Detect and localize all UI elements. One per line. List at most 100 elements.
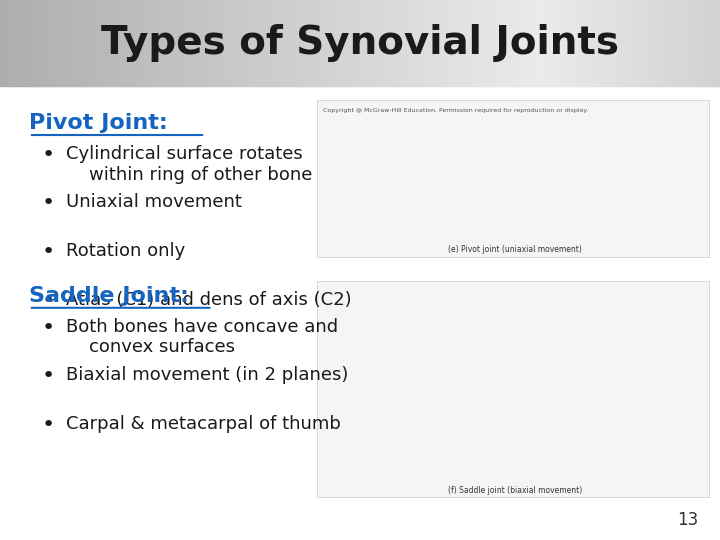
Bar — [576, 0, 581, 86]
Text: Carpal & metacarpal of thumb: Carpal & metacarpal of thumb — [66, 415, 341, 433]
Bar — [612, 0, 617, 86]
Bar — [212, 0, 217, 86]
Text: •: • — [42, 291, 55, 310]
Bar — [0, 0, 5, 86]
Bar — [450, 0, 455, 86]
Bar — [360, 0, 365, 86]
Bar — [306, 0, 311, 86]
Bar — [263, 0, 268, 86]
Bar — [43, 0, 48, 86]
Bar — [392, 0, 397, 86]
Bar — [400, 0, 405, 86]
Bar — [292, 0, 297, 86]
Bar — [432, 0, 437, 86]
Bar — [587, 0, 592, 86]
Bar — [684, 0, 689, 86]
Bar — [515, 0, 520, 86]
Bar — [328, 0, 333, 86]
Bar — [58, 0, 63, 86]
Bar — [202, 0, 207, 86]
Bar — [378, 0, 383, 86]
Bar — [533, 0, 538, 86]
Bar — [205, 0, 210, 86]
Bar — [126, 0, 131, 86]
Bar — [673, 0, 678, 86]
Bar — [439, 0, 444, 86]
Bar — [317, 0, 322, 86]
Text: Saddle Joint:: Saddle Joint: — [29, 286, 189, 306]
Bar — [529, 0, 534, 86]
Bar — [706, 0, 711, 86]
Bar — [281, 0, 286, 86]
Bar — [248, 0, 253, 86]
Bar — [634, 0, 639, 86]
Bar — [619, 0, 624, 86]
Bar — [25, 0, 30, 86]
Bar — [72, 0, 77, 86]
Text: (f) Saddle joint (biaxial movement): (f) Saddle joint (biaxial movement) — [448, 485, 582, 495]
Text: Cylindrical surface rotates
    within ring of other bone: Cylindrical surface rotates within ring … — [66, 145, 312, 184]
Bar — [641, 0, 646, 86]
Text: Pivot Joint:: Pivot Joint: — [29, 113, 168, 133]
Bar — [54, 0, 59, 86]
Bar — [461, 0, 466, 86]
Bar — [317, 100, 709, 256]
Bar — [32, 0, 37, 86]
Bar — [220, 0, 225, 86]
Bar — [482, 0, 487, 86]
Bar — [148, 0, 153, 86]
Bar — [652, 0, 657, 86]
Bar — [65, 0, 70, 86]
Bar — [166, 0, 171, 86]
Bar — [169, 0, 174, 86]
Bar — [230, 0, 235, 86]
Bar — [616, 0, 621, 86]
Bar — [558, 0, 563, 86]
Bar — [241, 0, 246, 86]
Bar — [40, 0, 45, 86]
Bar — [90, 0, 95, 86]
Bar — [410, 0, 415, 86]
Bar — [709, 0, 714, 86]
Bar — [407, 0, 412, 86]
Bar — [122, 0, 127, 86]
Bar — [11, 0, 16, 86]
Bar — [403, 0, 408, 86]
Bar — [47, 0, 52, 86]
Bar — [313, 0, 318, 86]
Bar — [522, 0, 527, 86]
Bar — [554, 0, 559, 86]
Bar — [594, 0, 599, 86]
Bar — [544, 0, 549, 86]
Bar — [14, 0, 19, 86]
Bar — [655, 0, 660, 86]
Text: •: • — [42, 366, 55, 386]
Text: •: • — [42, 415, 55, 435]
Bar — [551, 0, 556, 86]
Bar — [310, 0, 315, 86]
Bar — [130, 0, 135, 86]
Bar — [425, 0, 430, 86]
Bar — [677, 0, 682, 86]
Bar — [490, 0, 495, 86]
Bar — [443, 0, 448, 86]
Text: Both bones have concave and
    convex surfaces: Both bones have concave and convex surfa… — [66, 318, 338, 356]
Bar — [162, 0, 167, 86]
Bar — [688, 0, 693, 86]
Bar — [245, 0, 250, 86]
Bar — [648, 0, 653, 86]
Bar — [536, 0, 541, 86]
Bar — [50, 0, 55, 86]
Bar — [713, 0, 718, 86]
Bar — [428, 0, 433, 86]
Bar — [371, 0, 376, 86]
Bar — [295, 0, 300, 86]
Bar — [227, 0, 232, 86]
Bar — [342, 0, 347, 86]
Bar — [194, 0, 199, 86]
Bar — [479, 0, 484, 86]
Bar — [583, 0, 588, 86]
Bar — [659, 0, 664, 86]
Bar — [151, 0, 156, 86]
Bar — [389, 0, 394, 86]
